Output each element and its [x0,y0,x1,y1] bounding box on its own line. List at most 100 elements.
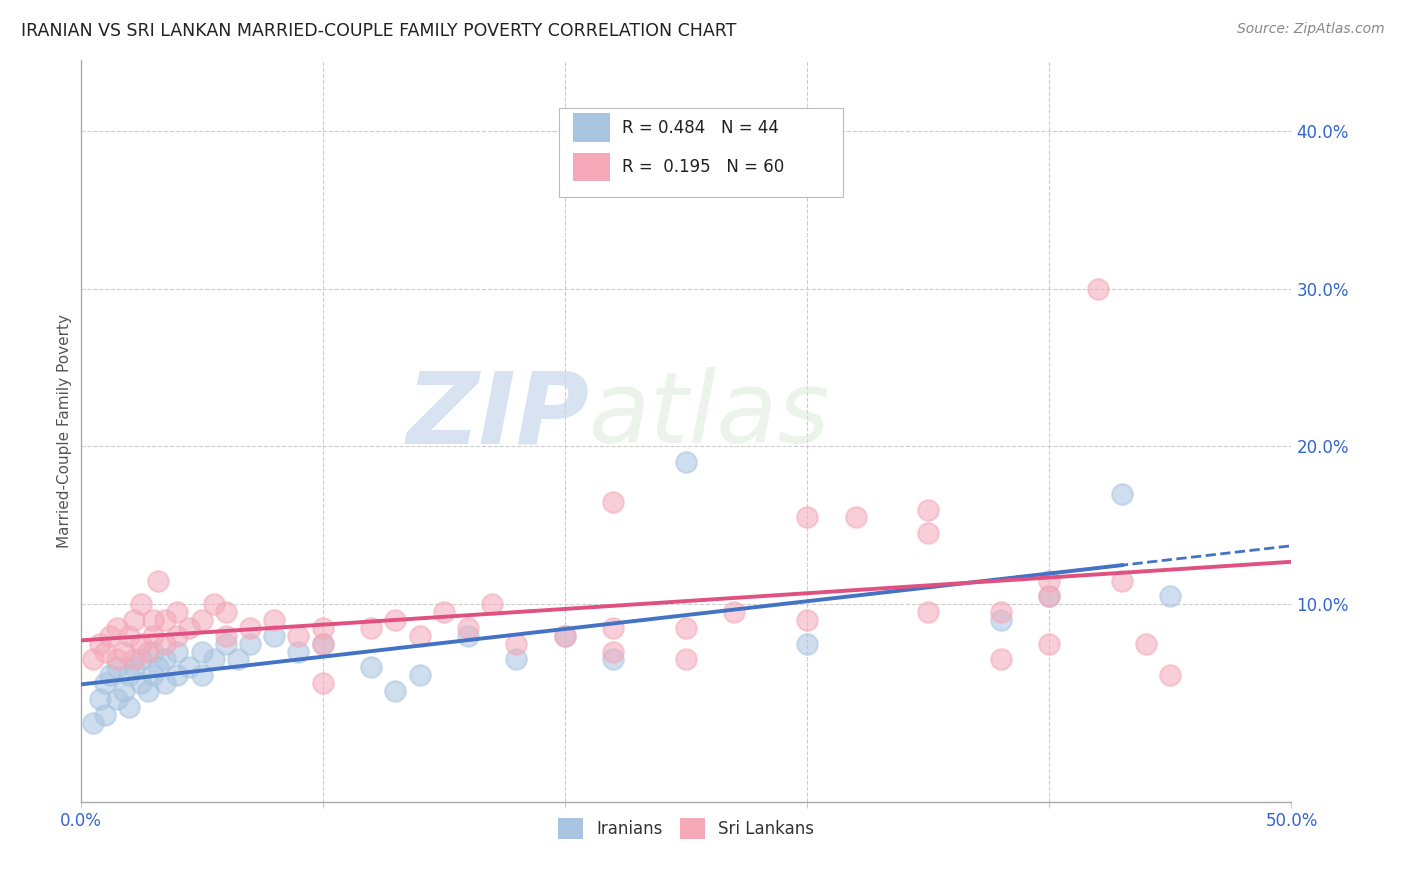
Point [136,644,159,658]
Point [179,621,201,635]
Point [89,692,111,706]
Point [602,621,624,635]
Point [457,629,479,643]
Point [118,668,141,682]
Point [190,613,212,627]
Point [1038,590,1060,604]
Point [312,637,335,651]
Point [146,574,169,588]
Bar [574,153,610,181]
Point [215,629,238,643]
Point [263,613,285,627]
Point [129,597,152,611]
Point [287,644,309,658]
Point [142,629,165,643]
Point [360,621,382,635]
Point [122,613,145,627]
Point [554,629,576,643]
Point [118,699,141,714]
Point [136,684,159,698]
Text: ZIP: ZIP [406,368,589,464]
Text: Source: ZipAtlas.com: Source: ZipAtlas.com [1237,22,1385,37]
Point [602,644,624,658]
Point [675,621,697,635]
Point [202,597,225,611]
FancyBboxPatch shape [558,108,844,197]
Point [82,715,104,730]
Point [990,605,1012,619]
Point [105,621,128,635]
Point [89,637,111,651]
Point [112,644,135,658]
Point [481,597,503,611]
Point [129,676,152,690]
Point [263,629,285,643]
Point [844,510,866,524]
Point [1159,668,1181,682]
Point [155,652,177,666]
Point [122,652,145,666]
Point [93,644,115,658]
Point [602,494,624,508]
Point [312,621,335,635]
Point [1135,637,1157,651]
Point [505,637,527,651]
Point [990,613,1012,627]
Point [166,644,188,658]
Point [202,652,225,666]
Point [1087,281,1109,295]
Point [408,629,430,643]
Point [723,605,745,619]
Point [554,629,576,643]
Point [142,668,165,682]
Point [917,526,939,541]
Bar [574,113,610,142]
Point [105,652,128,666]
Point [457,621,479,635]
Point [287,629,309,643]
Point [1038,590,1060,604]
Text: atlas: atlas [589,368,831,464]
Text: IRANIAN VS SRI LANKAN MARRIED-COUPLE FAMILY POVERTY CORRELATION CHART: IRANIAN VS SRI LANKAN MARRIED-COUPLE FAM… [21,22,737,40]
Point [179,660,201,674]
Point [239,637,262,651]
Point [505,652,527,666]
Point [360,660,382,674]
Point [796,637,818,651]
Point [1159,590,1181,604]
Point [917,605,939,619]
Point [408,668,430,682]
Point [990,652,1012,666]
Point [384,613,406,627]
Point [129,652,152,666]
Point [312,637,335,651]
Point [1038,637,1060,651]
Point [129,637,152,651]
Point [675,652,697,666]
Point [190,668,212,682]
Point [142,613,165,627]
Y-axis label: Married-Couple Family Poverty: Married-Couple Family Poverty [58,314,72,548]
Point [122,660,145,674]
Point [166,629,188,643]
Text: R =  0.195   N = 60: R = 0.195 N = 60 [621,158,785,176]
Point [105,660,128,674]
Point [166,668,188,682]
Point [142,644,165,658]
Point [1111,487,1133,501]
Point [155,613,177,627]
Point [796,613,818,627]
Point [602,652,624,666]
Point [384,684,406,698]
Point [93,707,115,722]
Point [215,637,238,651]
Text: R = 0.484   N = 44: R = 0.484 N = 44 [621,119,779,136]
Point [190,644,212,658]
Point [433,605,456,619]
Point [239,621,262,635]
Point [82,652,104,666]
Point [93,676,115,690]
Point [796,510,818,524]
Point [215,605,238,619]
Point [118,629,141,643]
